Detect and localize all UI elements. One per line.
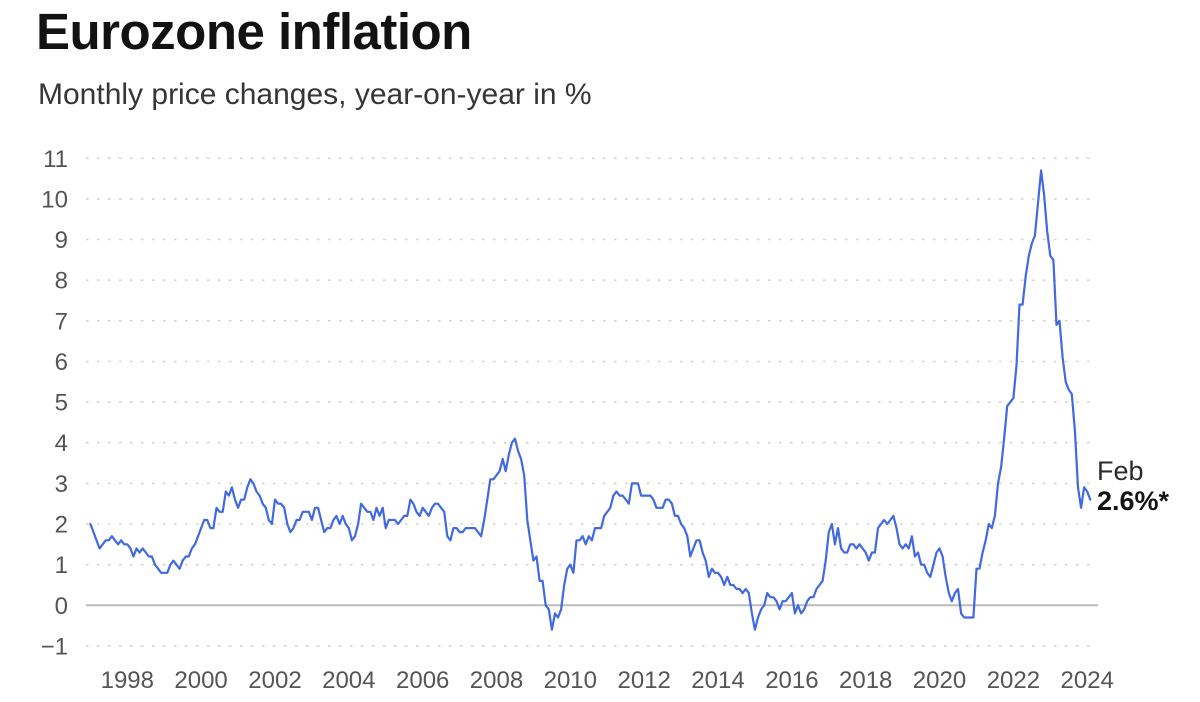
- y-tick-label: 2: [55, 512, 68, 539]
- x-tick-label: 2014: [691, 667, 744, 694]
- y-tick-label: 9: [55, 227, 68, 254]
- x-tick-label: 2006: [396, 667, 449, 694]
- y-tick-label: 7: [55, 308, 68, 335]
- y-tick-label: 1: [55, 552, 68, 579]
- x-axis-tick-labels: 1998 2000 2002 2004 2006 2008 2010 2012 2014 2016…: [101, 667, 1114, 694]
- x-tick-label: 2010: [544, 667, 597, 694]
- chart-title: Eurozone inflation: [36, 3, 472, 60]
- y-tick-label: 0: [55, 593, 68, 620]
- x-tick-label: 2020: [913, 667, 966, 694]
- y-tick-label: 5: [55, 390, 68, 417]
- latest-value-label: 2.6%*: [1097, 486, 1170, 517]
- x-tick-label: 2004: [322, 667, 375, 694]
- latest-month-label: Feb: [1097, 456, 1144, 486]
- chart-subtitle: Monthly price changes, year-on-year in %: [38, 78, 592, 111]
- x-tick-label: 2008: [470, 667, 523, 694]
- x-tick-label: 2024: [1061, 667, 1114, 694]
- x-tick-label: 2022: [987, 667, 1040, 694]
- x-tick-label: 2018: [839, 667, 892, 694]
- y-tick-label: 6: [55, 349, 68, 376]
- x-tick-label: 2002: [248, 667, 301, 694]
- y-tick-label: 11: [43, 146, 68, 173]
- y-tick-label: 10: [41, 186, 68, 213]
- x-tick-label: 2000: [174, 667, 227, 694]
- y-tick-label: 3: [55, 471, 68, 498]
- y-tick-label: 4: [55, 430, 68, 457]
- y-tick-label: −1: [41, 633, 68, 660]
- x-tick-label: 2012: [618, 667, 671, 694]
- x-tick-label: 1998: [101, 667, 154, 694]
- x-tick-label: 2016: [765, 667, 818, 694]
- horizontal-gridlines: [86, 157, 1098, 647]
- y-tick-label: 8: [55, 268, 68, 295]
- latest-value-annotation: Feb 2.6%*: [1097, 456, 1169, 516]
- inflation-series-line: [89, 169, 1092, 631]
